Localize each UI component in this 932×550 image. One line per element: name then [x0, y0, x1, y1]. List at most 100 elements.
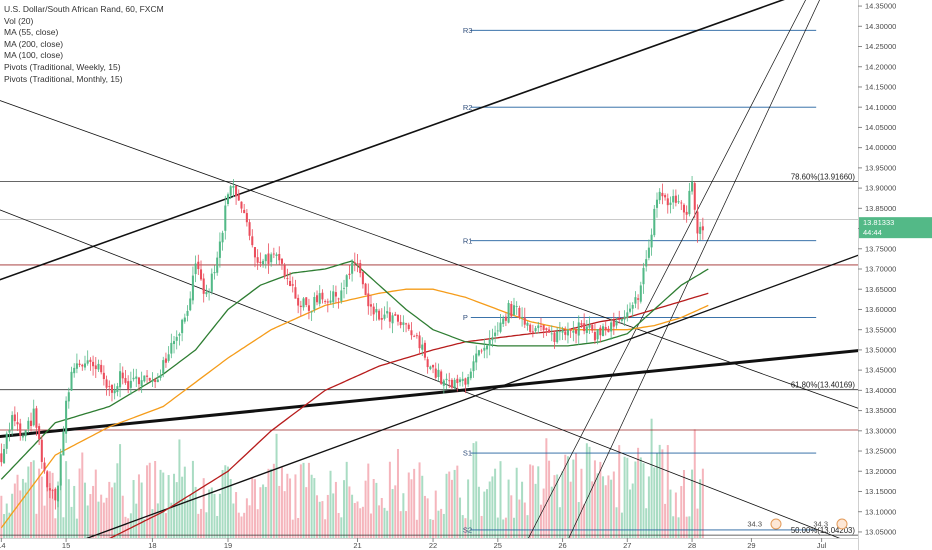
time-tick-label: 26	[558, 541, 566, 550]
candle-body	[259, 261, 262, 264]
candle-body	[391, 315, 394, 324]
candle	[469, 368, 472, 381]
volume-bar	[499, 461, 502, 538]
volume-bar	[369, 513, 372, 538]
candle-body	[685, 211, 688, 215]
volume-bar	[202, 478, 205, 538]
volume-bar	[272, 463, 275, 538]
candle-body	[164, 358, 167, 363]
candle	[272, 247, 275, 259]
pivot-label: R1	[463, 236, 473, 245]
volume-bar	[210, 487, 213, 538]
volume-bar	[164, 513, 167, 538]
candle	[407, 322, 410, 331]
price-tick-label: 13.50000	[865, 346, 896, 355]
volume-bar	[618, 445, 621, 538]
time-axis[interactable]: 14 15 18 19 21 22 25 26 27 28 29 Jul	[0, 538, 858, 550]
candle-body	[564, 331, 567, 335]
candle-body	[604, 327, 607, 331]
candle-body	[610, 322, 613, 332]
volume-bar	[143, 519, 146, 538]
volume-bar	[364, 480, 367, 538]
candle-body	[27, 420, 30, 429]
volume-bar	[472, 443, 475, 538]
candle	[324, 299, 327, 305]
candle-body	[83, 363, 87, 368]
volume-bar	[270, 468, 273, 538]
candle-body	[143, 375, 146, 382]
candle	[121, 366, 124, 385]
trendlines[interactable]	[0, 0, 865, 548]
candle-body	[553, 332, 556, 342]
volume-bar	[11, 493, 14, 538]
candle-body	[310, 311, 313, 313]
volume-bar	[580, 468, 583, 538]
candle	[553, 330, 556, 349]
candle	[472, 355, 475, 378]
candle-body	[16, 422, 19, 425]
candle	[421, 337, 424, 356]
volume-bar	[151, 509, 154, 538]
candle	[175, 330, 178, 350]
candle	[167, 346, 170, 363]
candle-body	[453, 379, 456, 388]
volume-bar	[256, 509, 259, 538]
volume-bar	[318, 501, 321, 538]
volume-bar	[30, 461, 33, 538]
candle	[264, 254, 267, 269]
volume-bar	[521, 481, 524, 538]
volume-bar	[669, 489, 672, 538]
volume-bar	[27, 466, 30, 538]
candle-body	[324, 301, 327, 302]
candle-body	[626, 312, 629, 318]
volume-bar	[334, 481, 337, 538]
volume-bar	[440, 508, 443, 538]
candle	[577, 315, 580, 345]
volume-bar	[121, 495, 124, 538]
volume-bar	[275, 433, 278, 538]
price-axis[interactable]: 14.35000 14.30000 14.25000 14.20000 14.15000…	[858, 0, 932, 550]
candle	[580, 320, 583, 329]
candle	[655, 192, 659, 218]
legend-title: U.S. Dollar/South African Rand, 60, FXCM	[4, 4, 164, 14]
volume-bar	[566, 456, 569, 538]
candle-body	[78, 363, 81, 365]
candle-body	[434, 368, 437, 378]
candle	[523, 307, 526, 329]
candle-body	[655, 199, 659, 208]
volume-bar	[351, 494, 354, 538]
candle	[43, 457, 46, 474]
candle-body	[181, 319, 184, 334]
candle	[502, 315, 505, 327]
candle-body	[54, 488, 57, 501]
volume-bar	[405, 511, 408, 538]
candle-body	[386, 311, 389, 314]
candle	[256, 249, 259, 270]
candle	[162, 356, 165, 378]
legend-item-monthly-pivots: Pivots (Traditional, Monthly, 15)	[4, 73, 123, 84]
countdown-timer: 44:44	[863, 228, 882, 237]
volume-bar	[159, 469, 162, 538]
candle-body	[81, 364, 84, 367]
candle-body	[496, 330, 499, 332]
volume-bar	[286, 473, 289, 538]
candle-body	[154, 379, 157, 383]
volume-bar	[693, 429, 696, 538]
candle	[440, 369, 443, 385]
volume-bar	[57, 489, 60, 538]
candle	[691, 175, 694, 195]
candle-body	[380, 318, 383, 320]
candle-body	[396, 314, 399, 322]
volume-bar	[512, 517, 515, 538]
volume-bar	[450, 479, 453, 538]
volume-bar	[307, 462, 310, 538]
candle-body	[602, 326, 605, 336]
candle	[682, 203, 685, 220]
candle-body	[421, 344, 424, 350]
volume-bar	[340, 517, 343, 538]
candle	[602, 323, 605, 337]
volume-bar	[38, 468, 41, 538]
candle-body	[240, 201, 243, 209]
pivot-label: S2	[463, 526, 472, 535]
